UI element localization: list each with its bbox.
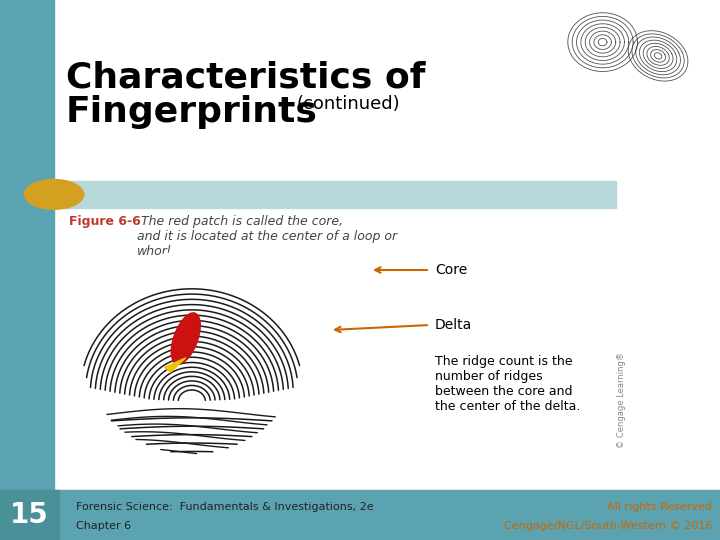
Text: Chapter 6: Chapter 6 <box>76 521 131 531</box>
Text: Characteristics of: Characteristics of <box>66 60 426 94</box>
Text: The red patch is called the core,
and it is located at the center of a loop or
w: The red patch is called the core, and it… <box>137 215 397 258</box>
Text: Forensic Science:  Fundamentals & Investigations, 2e: Forensic Science: Fundamentals & Investi… <box>76 503 373 512</box>
Bar <box>0 490 720 540</box>
Text: Delta: Delta <box>435 318 472 332</box>
Bar <box>0 490 60 540</box>
Bar <box>54 181 616 208</box>
Text: Cengage/NGL/South-Western © 2016: Cengage/NGL/South-Western © 2016 <box>503 521 712 531</box>
Ellipse shape <box>24 179 84 209</box>
Polygon shape <box>165 357 186 372</box>
Text: © Cengage Learning®: © Cengage Learning® <box>618 352 626 448</box>
Ellipse shape <box>83 251 301 455</box>
Text: Fingerprints: Fingerprints <box>66 95 318 129</box>
Text: Core: Core <box>435 263 467 277</box>
Text: Figure 6-6: Figure 6-6 <box>69 215 140 228</box>
Bar <box>0 0 54 540</box>
Text: The ridge count is the
number of ridges
between the core and
the center of the d: The ridge count is the number of ridges … <box>435 355 580 413</box>
Text: 15: 15 <box>10 501 49 529</box>
Text: (continued): (continued) <box>296 95 400 113</box>
Ellipse shape <box>171 313 200 364</box>
Text: All rights Reserved: All rights Reserved <box>607 503 712 512</box>
